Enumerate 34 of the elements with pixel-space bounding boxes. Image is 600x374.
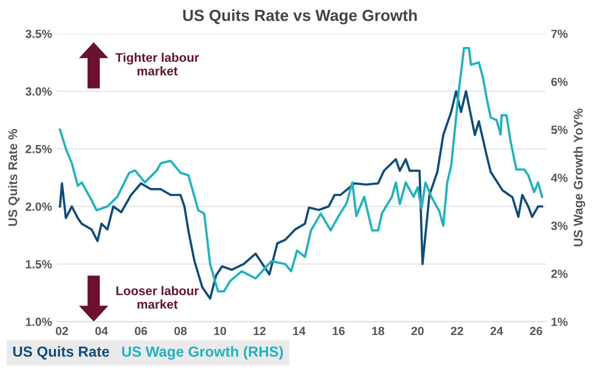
x-tick-label: 02 (56, 326, 68, 336)
x-tick-label: 24 (490, 326, 504, 336)
x-tick-label: 06 (134, 326, 148, 336)
y-tick-label: 3.5% (26, 30, 52, 38)
y-tick-label: 2.0% (26, 202, 52, 211)
x-tick-label: 16 (332, 326, 345, 336)
y2-tick-label: 7% (551, 30, 568, 38)
annotation: Tighter labour market (115, 52, 199, 76)
chart-title: US Quits Rate vs Wage Growth (183, 9, 417, 24)
y2-tick-label: 1% (552, 318, 568, 326)
y-tick-label: 2.5% (26, 144, 52, 154)
y2-tick-label: 5% (551, 126, 568, 134)
x-tick-label: 26 (530, 326, 542, 336)
y2-tick-label: 2% (551, 270, 568, 278)
text: US Quits Rate (13, 346, 110, 360)
line-series (58, 90, 544, 300)
x-tick-label: 04 (95, 326, 108, 336)
annotation: Looser labour market (116, 286, 199, 309)
x-tick-label: 18 (372, 326, 384, 336)
y2-tick-label: 3% (551, 222, 568, 230)
x-tick-label: 22 (450, 326, 464, 336)
y2-tick-label: 6% (551, 78, 568, 86)
x-tick-label: 10 (214, 326, 226, 336)
y-tick-label: 3.0% (26, 87, 52, 96)
y2-tick-label: 4% (551, 174, 568, 182)
y-tick-label: 1.0% (26, 318, 52, 326)
x-tick-label: 08 (174, 326, 187, 336)
y2-axis-title: US Wage Growth YoY% (573, 108, 586, 246)
y-tick-label: 1.5% (26, 260, 52, 268)
text: US Wage Growth (RHS) (122, 346, 283, 360)
x-tick-label: 14 (293, 326, 306, 336)
y-axis-title: US Quits Rate % (8, 129, 20, 226)
x-tick-label: 12 (254, 326, 266, 336)
x-tick-label: 20 (411, 326, 424, 336)
